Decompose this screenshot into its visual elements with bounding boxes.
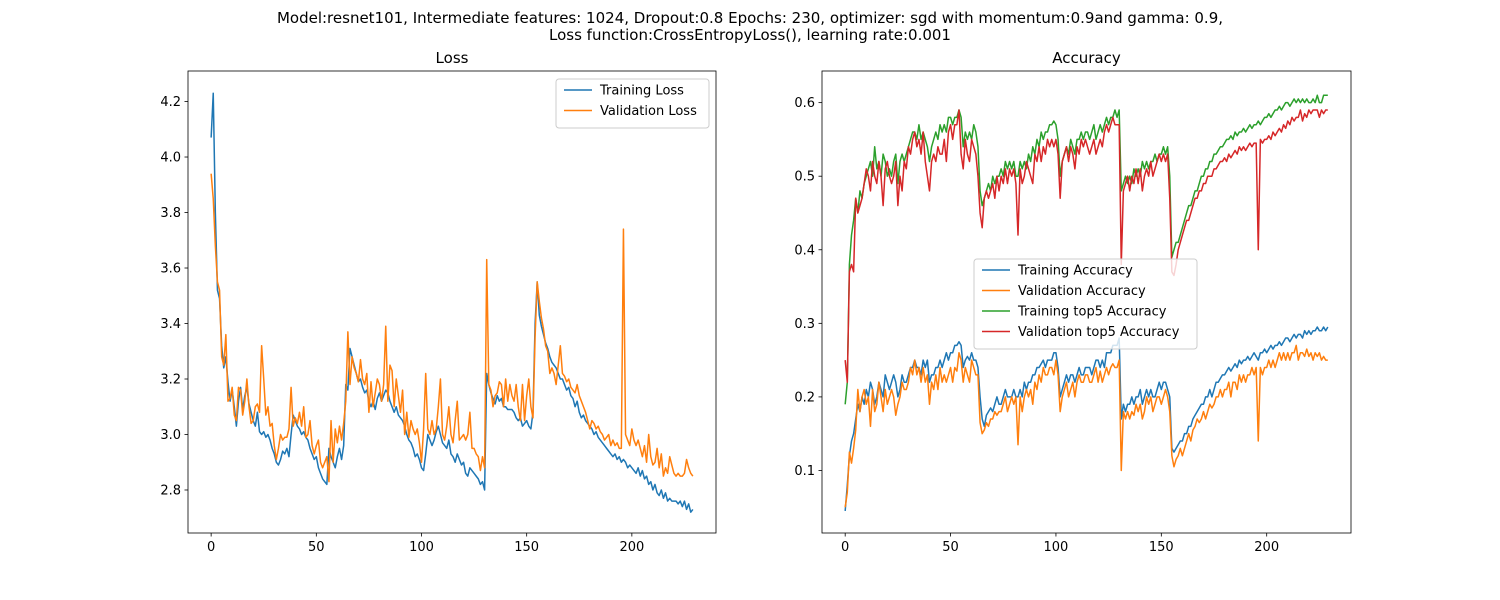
loss-ytick-label: 3.6 bbox=[160, 262, 181, 277]
loss-ytick-label: 3.4 bbox=[160, 317, 181, 332]
loss-ytick-label: 3.8 bbox=[160, 206, 181, 221]
accuracy-series-training-top5-accuracy bbox=[844, 94, 1328, 405]
accuracy-ytick-label: 0.4 bbox=[794, 243, 815, 258]
accuracy-series-validation-accuracy bbox=[844, 344, 1328, 508]
loss-xtick-label: 0 bbox=[207, 540, 215, 555]
loss-chart-title: Loss bbox=[436, 49, 469, 67]
accuracy-ytick-label: 0.1 bbox=[794, 464, 815, 479]
loss-xtick-label: 150 bbox=[514, 540, 539, 555]
loss-ytick-label: 2.8 bbox=[160, 483, 181, 498]
loss-legend-label: Training Loss bbox=[599, 84, 684, 99]
loss-axes-frame bbox=[187, 70, 717, 534]
accuracy-ytick-label: 0.3 bbox=[794, 317, 815, 332]
accuracy-series-validation-top5-accuracy bbox=[844, 109, 1328, 383]
accuracy-xtick-label: 150 bbox=[1149, 540, 1174, 555]
loss-ytick-label: 4.2 bbox=[160, 95, 181, 110]
loss-series-validation-loss bbox=[210, 173, 694, 483]
accuracy-ytick-label: 0.2 bbox=[794, 390, 815, 405]
loss-ytick-label: 3.2 bbox=[160, 373, 181, 388]
loss-axes: 0 50 100 150 200 2.8 3.0 3.2 3.4 3.6 3.8 4.0 4.2 Loss… bbox=[160, 49, 717, 555]
accuracy-legend-box bbox=[973, 258, 1198, 350]
loss-legend-box bbox=[555, 78, 710, 129]
accuracy-axes-frame bbox=[821, 70, 1352, 534]
loss-series-training-loss bbox=[210, 92, 694, 513]
accuracy-legend-label: Validation Accuracy bbox=[1018, 284, 1146, 299]
figure-suptitle-line2: Loss function:CrossEntropyLoss(), learni… bbox=[549, 26, 951, 44]
accuracy-chart-title: Accuracy bbox=[1052, 49, 1121, 67]
accuracy-ytick-label: 0.6 bbox=[794, 96, 815, 111]
loss-xtick-label: 50 bbox=[308, 540, 325, 555]
accuracy-xtick-label: 200 bbox=[1254, 540, 1279, 555]
accuracy-series-training-accuracy bbox=[844, 326, 1329, 511]
accuracy-xtick-label: 50 bbox=[942, 540, 959, 555]
accuracy-legend-label: Training top5 Accuracy bbox=[1017, 305, 1167, 320]
accuracy-legend-label: Validation top5 Accuracy bbox=[1018, 325, 1180, 340]
figure-suptitle-line1: Model:resnet101, Intermediate features: … bbox=[276, 9, 1224, 27]
loss-ytick-label: 4.0 bbox=[160, 151, 181, 166]
loss-ytick-label: 3.0 bbox=[160, 428, 181, 443]
loss-xtick-label: 100 bbox=[409, 540, 434, 555]
accuracy-legend-label: Training Accuracy bbox=[1017, 264, 1133, 279]
accuracy-xtick-label: 0 bbox=[841, 540, 849, 555]
accuracy-axes: 0 50 100 150 200 0.1 0.2 0.3 0.4 0.5 0.6 Accuracy Tr… bbox=[794, 49, 1352, 555]
accuracy-ytick-label: 0.5 bbox=[794, 170, 815, 185]
loss-xtick-label: 200 bbox=[619, 540, 644, 555]
accuracy-xtick-label: 100 bbox=[1044, 540, 1069, 555]
loss-legend-label: Validation Loss bbox=[600, 104, 697, 119]
